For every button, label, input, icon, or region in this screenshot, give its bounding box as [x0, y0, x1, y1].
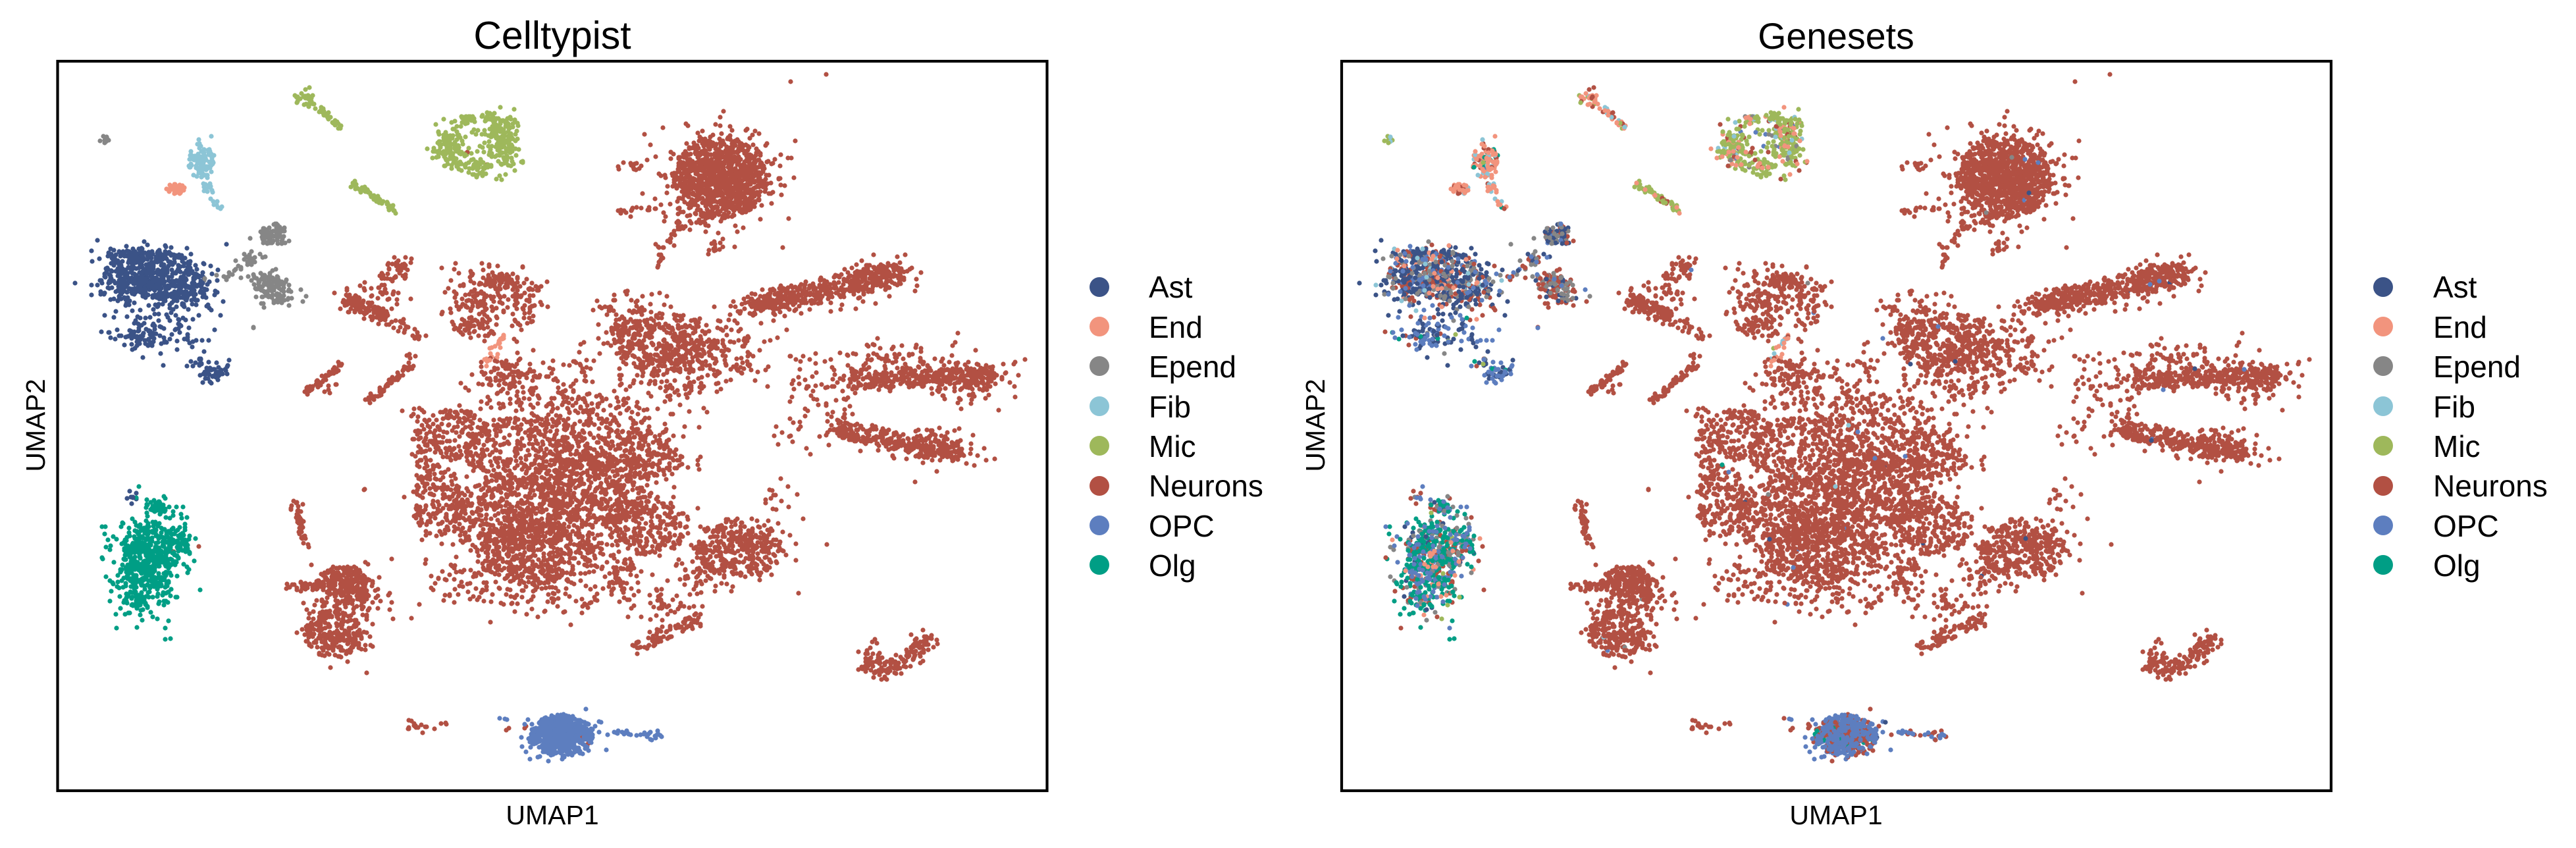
svg-text:Ast: Ast [1149, 270, 1193, 304]
svg-text:Neurons: Neurons [1149, 469, 1263, 503]
svg-text:Epend: Epend [2433, 350, 2521, 384]
svg-text:End: End [1149, 310, 1203, 344]
svg-text:UMAP2: UMAP2 [1300, 379, 1330, 471]
svg-text:Mic: Mic [2433, 429, 2481, 464]
svg-text:Genesets: Genesets [1758, 16, 1914, 57]
svg-text:UMAP1: UMAP1 [1789, 800, 1882, 830]
svg-text:Fib: Fib [2433, 390, 2475, 424]
svg-text:Fib: Fib [1149, 390, 1191, 424]
svg-text:UMAP2: UMAP2 [20, 379, 51, 471]
svg-text:Neurons: Neurons [2433, 469, 2548, 503]
svg-text:Epend: Epend [1149, 350, 1236, 384]
svg-text:Ast: Ast [2433, 270, 2477, 304]
svg-text:Mic: Mic [1149, 429, 1196, 464]
svg-text:Olg: Olg [1149, 548, 1196, 583]
svg-text:Olg: Olg [2433, 548, 2481, 583]
svg-text:OPC: OPC [1149, 509, 1215, 543]
svg-text:UMAP1: UMAP1 [506, 800, 598, 830]
svg-text:End: End [2433, 310, 2487, 344]
svg-text:OPC: OPC [2433, 509, 2499, 543]
svg-text:Celltypist: Celltypist [473, 14, 631, 57]
